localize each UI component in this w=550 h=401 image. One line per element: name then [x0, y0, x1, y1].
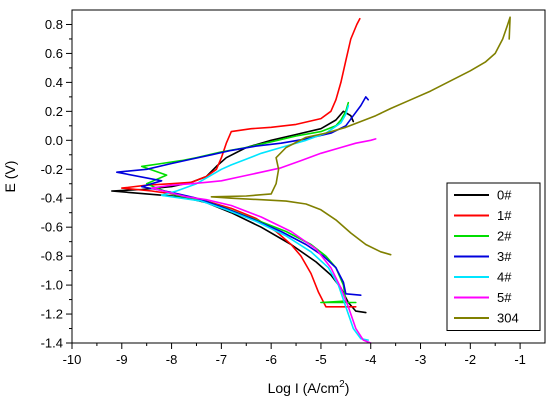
series-line-1 — [121, 17, 361, 308]
x-tick-label: -1 — [514, 352, 526, 367]
x-tick-label: -3 — [415, 352, 427, 367]
y-tick-label: -1.4 — [41, 336, 63, 351]
x-tick-label: -7 — [216, 352, 228, 367]
x-tick-label: -4 — [365, 352, 377, 367]
series-line-2 — [140, 101, 357, 304]
legend-label: 5# — [497, 290, 512, 305]
y-axis-title: E (V) — [2, 161, 18, 193]
x-axis-title: Log I (A/cm2) — [268, 379, 350, 396]
series-line-5 — [150, 138, 377, 344]
x-tick-label: -6 — [265, 352, 277, 367]
x-axis-title-main: Log I (A/cm — [268, 380, 340, 396]
x-tick-label: -2 — [465, 352, 477, 367]
series-layer — [111, 16, 511, 344]
legend-label: 3# — [497, 249, 512, 264]
legend-label: 304 — [497, 311, 519, 326]
y-tick-label: 0.2 — [45, 104, 63, 119]
axes-layer: -10 -9 -8 -7 -6 -5 -4 -3 -2 -1 -1.4 -1.2 -1.0 -0.8 -0.… — [41, 17, 526, 367]
x-tick-label: -10 — [63, 352, 82, 367]
legend-label: 4# — [497, 270, 512, 285]
y-tick-label: -0.4 — [41, 191, 63, 206]
y-tick-label: -0.2 — [41, 162, 63, 177]
x-tick-label: -8 — [166, 352, 178, 367]
series-line-6 — [210, 16, 511, 256]
y-tick-label: 0.0 — [45, 133, 63, 148]
x-tick-label: -5 — [315, 352, 327, 367]
y-tick-label: -0.6 — [41, 220, 63, 235]
y-tick-label: 0.8 — [45, 17, 63, 32]
y-tick-label: -1.2 — [41, 307, 63, 322]
x-axis-title-superscript: 2 — [339, 379, 345, 390]
y-tick-label: -1.0 — [41, 278, 63, 293]
legend: 0# 1# 2# 3# 4# 5# 304 — [446, 182, 541, 331]
y-tick-label: -0.8 — [41, 249, 63, 264]
legend-label: 2# — [497, 229, 512, 244]
y-tick-label: 0.6 — [45, 46, 63, 61]
x-tick-label: -9 — [116, 352, 128, 367]
plot-frame — [71, 9, 546, 344]
legend-label: 0# — [497, 188, 512, 203]
y-tick-label: 0.4 — [45, 75, 63, 90]
x-axis-title-tail: ) — [345, 380, 350, 396]
legend-label: 1# — [497, 208, 512, 223]
